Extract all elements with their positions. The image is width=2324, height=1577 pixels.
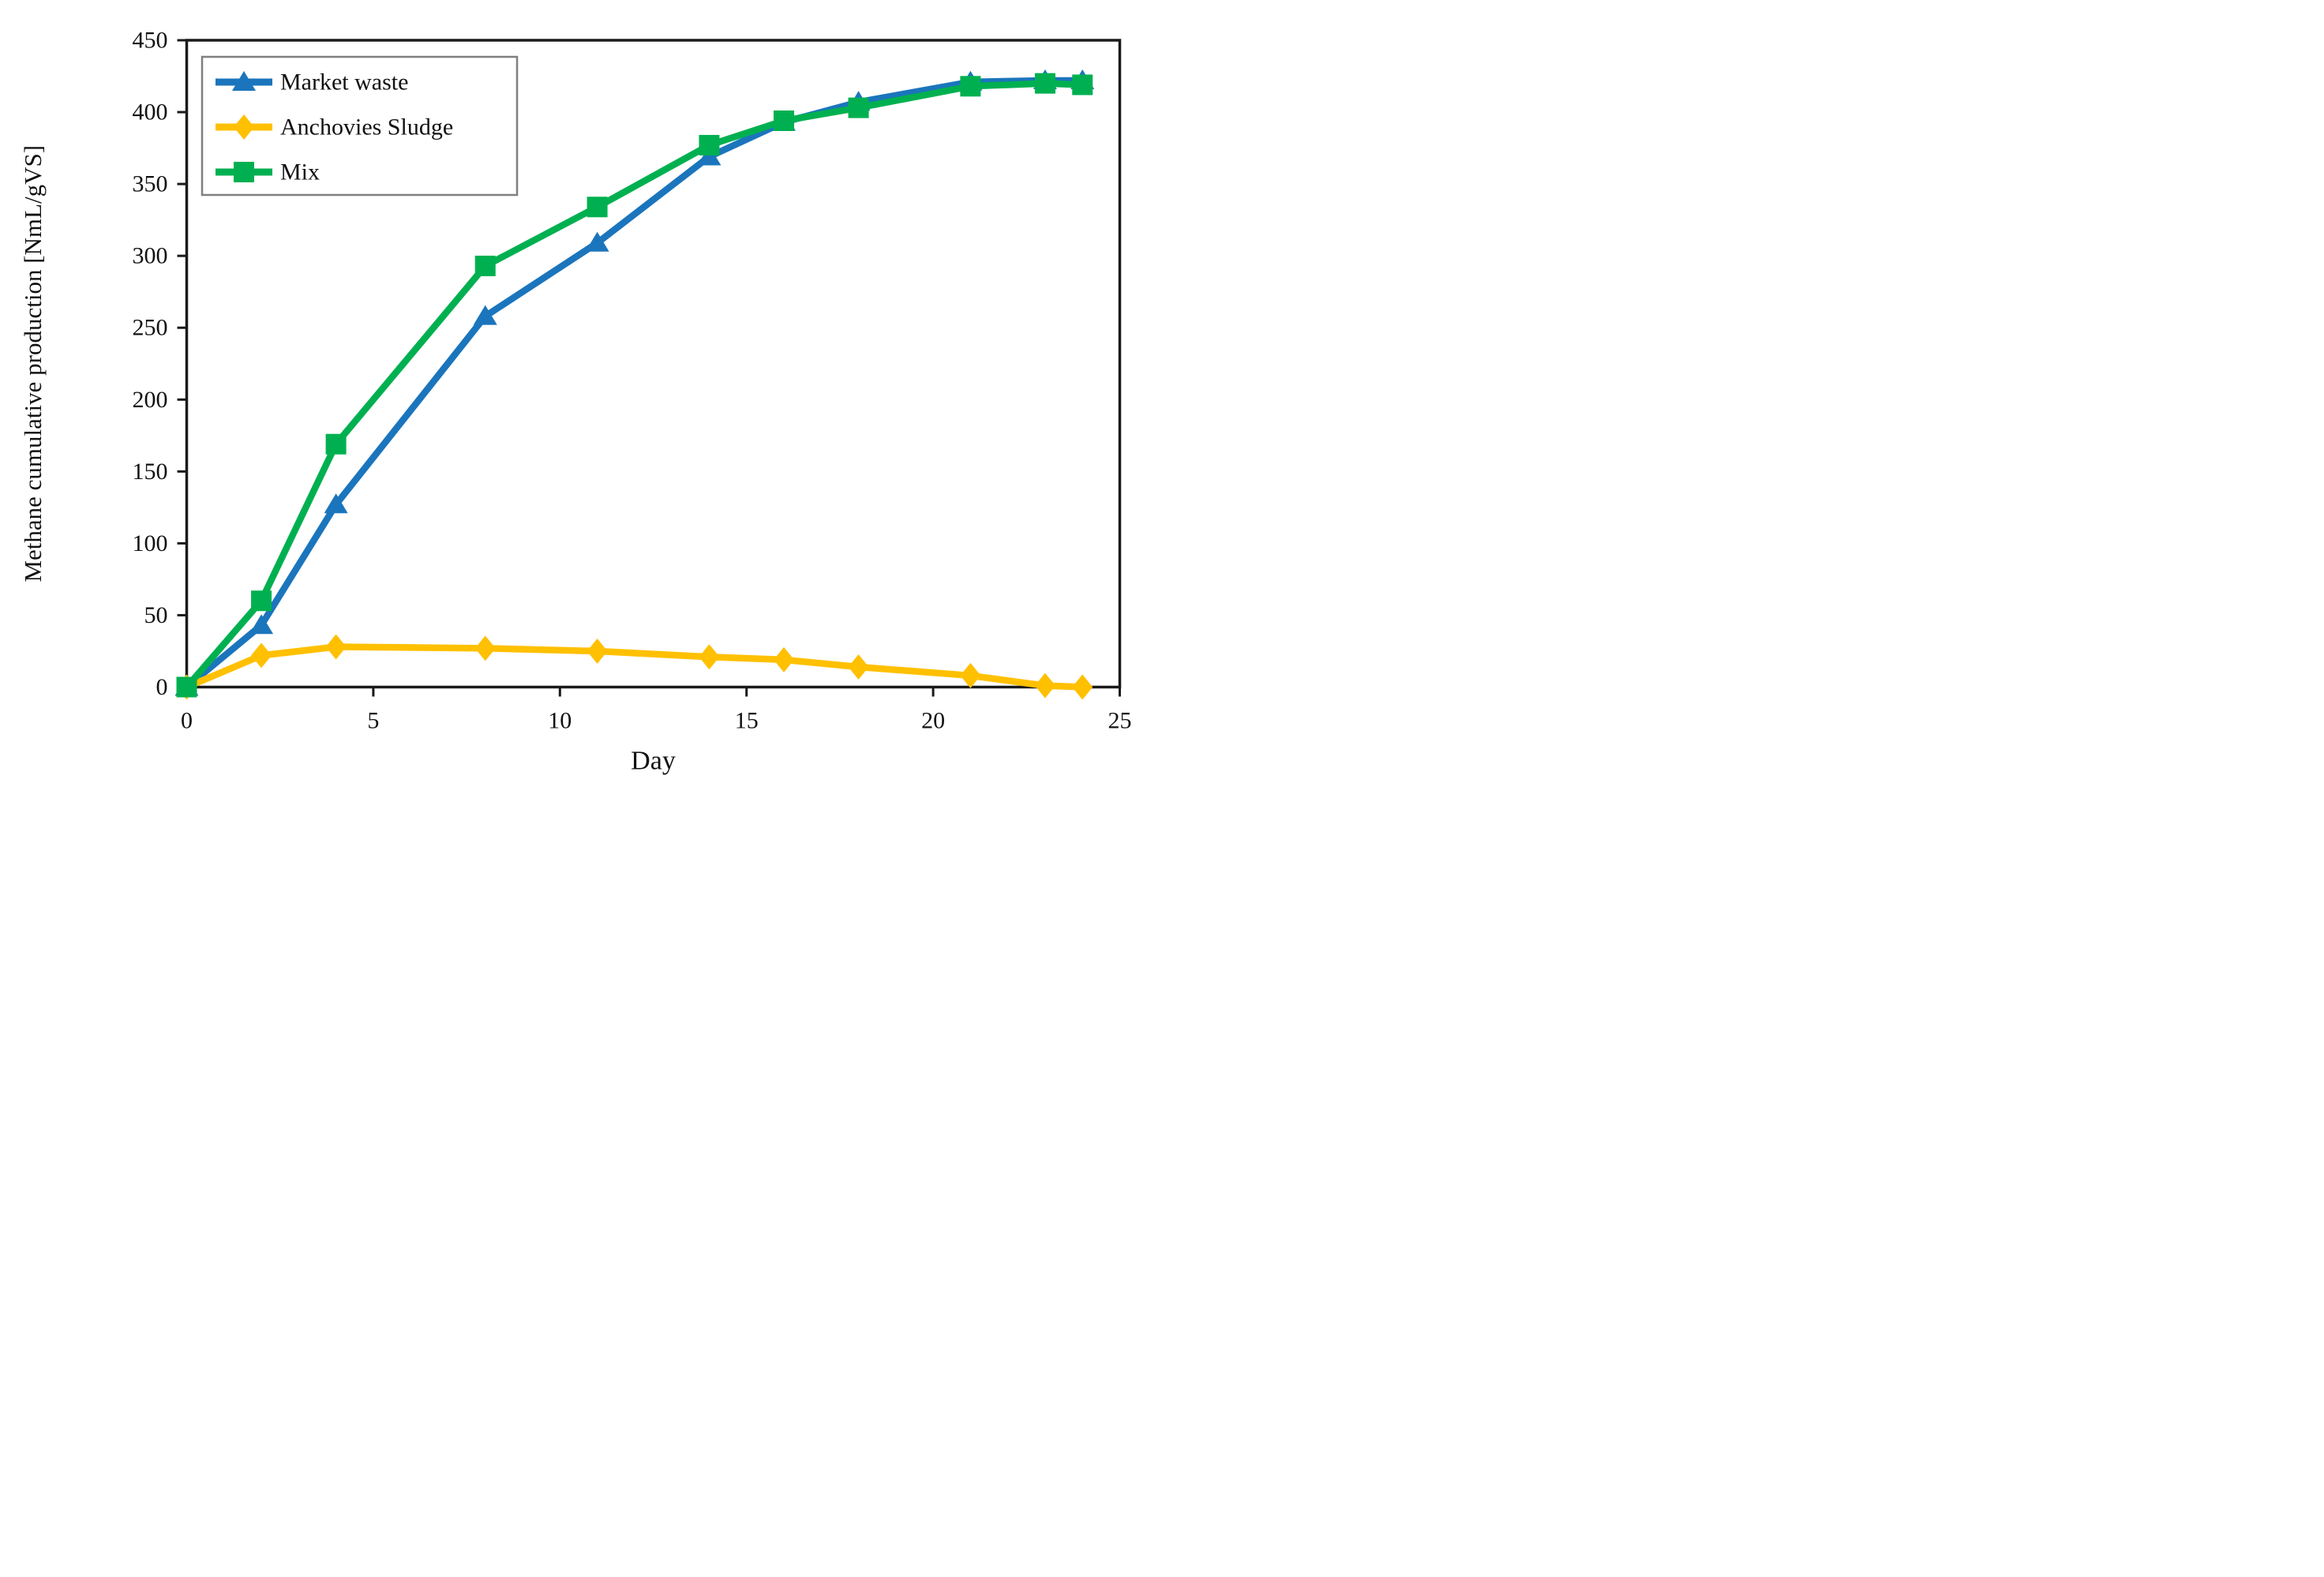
data-point-mix: [587, 197, 608, 218]
y-axis-tick-label: 400: [133, 99, 168, 125]
data-point-anchovies-sludge: [474, 635, 496, 661]
data-point-mix: [848, 97, 869, 118]
data-point-anchovies-sludge: [699, 644, 720, 670]
plot-border: [185, 39, 1122, 689]
data-point-market-waste: [324, 493, 348, 514]
data-point-market-waste: [585, 231, 609, 252]
data-point-anchovies-sludge: [1034, 672, 1055, 699]
data-point-anchovies-sludge: [773, 646, 794, 672]
data-point-mix: [176, 676, 197, 698]
data-point-anchovies-sludge: [587, 638, 608, 664]
data-point-mix: [325, 433, 347, 455]
data-point-anchovies-sludge: [1072, 674, 1093, 700]
x-axis-tick-label: 25: [1108, 708, 1132, 734]
x-axis-tick-label: 0: [181, 708, 193, 734]
x-axis-tick-label: 15: [735, 708, 759, 734]
y-axis-tick-label: 450: [133, 28, 168, 54]
x-axis-tick-label: 10: [548, 708, 572, 734]
x-axis-tick-label: 5: [367, 708, 379, 734]
data-point-market-waste: [249, 614, 274, 635]
data-point-mix: [251, 590, 272, 612]
data-point-anchovies-sludge: [960, 662, 981, 688]
legend-label: Anchovies Sludge: [280, 114, 453, 140]
legend-label: Market waste: [280, 69, 408, 96]
y-axis-tick-label: 200: [133, 387, 168, 413]
data-point-mix: [1072, 74, 1093, 96]
legend-label: Mix: [280, 159, 320, 185]
data-point-mix: [1034, 73, 1055, 94]
data-point-market-waste: [473, 305, 497, 325]
data-point-mix: [474, 255, 496, 276]
data-point-mix: [960, 76, 981, 97]
legend-triangle-icon: [232, 71, 256, 91]
data-point-mix: [699, 134, 720, 155]
data-point-mix: [773, 110, 794, 131]
y-axis-tick-label: 150: [133, 459, 168, 485]
data-point-anchovies-sludge: [325, 634, 347, 660]
legend-square-icon: [234, 162, 254, 182]
data-point-anchovies-sludge: [251, 642, 272, 669]
y-axis-tick-label: 0: [156, 674, 168, 700]
methane-cumulative-production-chart: 0 50 100 150 200 250 300 350 400 450 0 5 10 15 20 25 Day…: [0, 0, 1162, 788]
data-point-market-waste: [697, 145, 722, 166]
y-axis-title: Methane cumulative production [NmL/gVS]: [19, 145, 47, 582]
data-point-anchovies-sludge: [848, 654, 869, 680]
legend-diamond-icon: [234, 114, 254, 140]
chart-svg: 0 50 100 150 200 250 300 350 400 450 0 5 10 15 20 25 Day…: [19, 28, 1132, 776]
y-axis-tick-label: 50: [144, 602, 168, 628]
series-line-anchovies-sludge: [185, 643, 1083, 691]
x-axis-tick-label: 20: [921, 708, 945, 734]
y-axis-tick-label: 300: [133, 243, 168, 269]
y-axis-tick-label: 350: [133, 171, 168, 197]
y-axis-tick-label: 100: [133, 530, 168, 556]
y-axis-tick-label: 250: [133, 315, 168, 341]
x-axis-title: Day: [631, 747, 676, 776]
